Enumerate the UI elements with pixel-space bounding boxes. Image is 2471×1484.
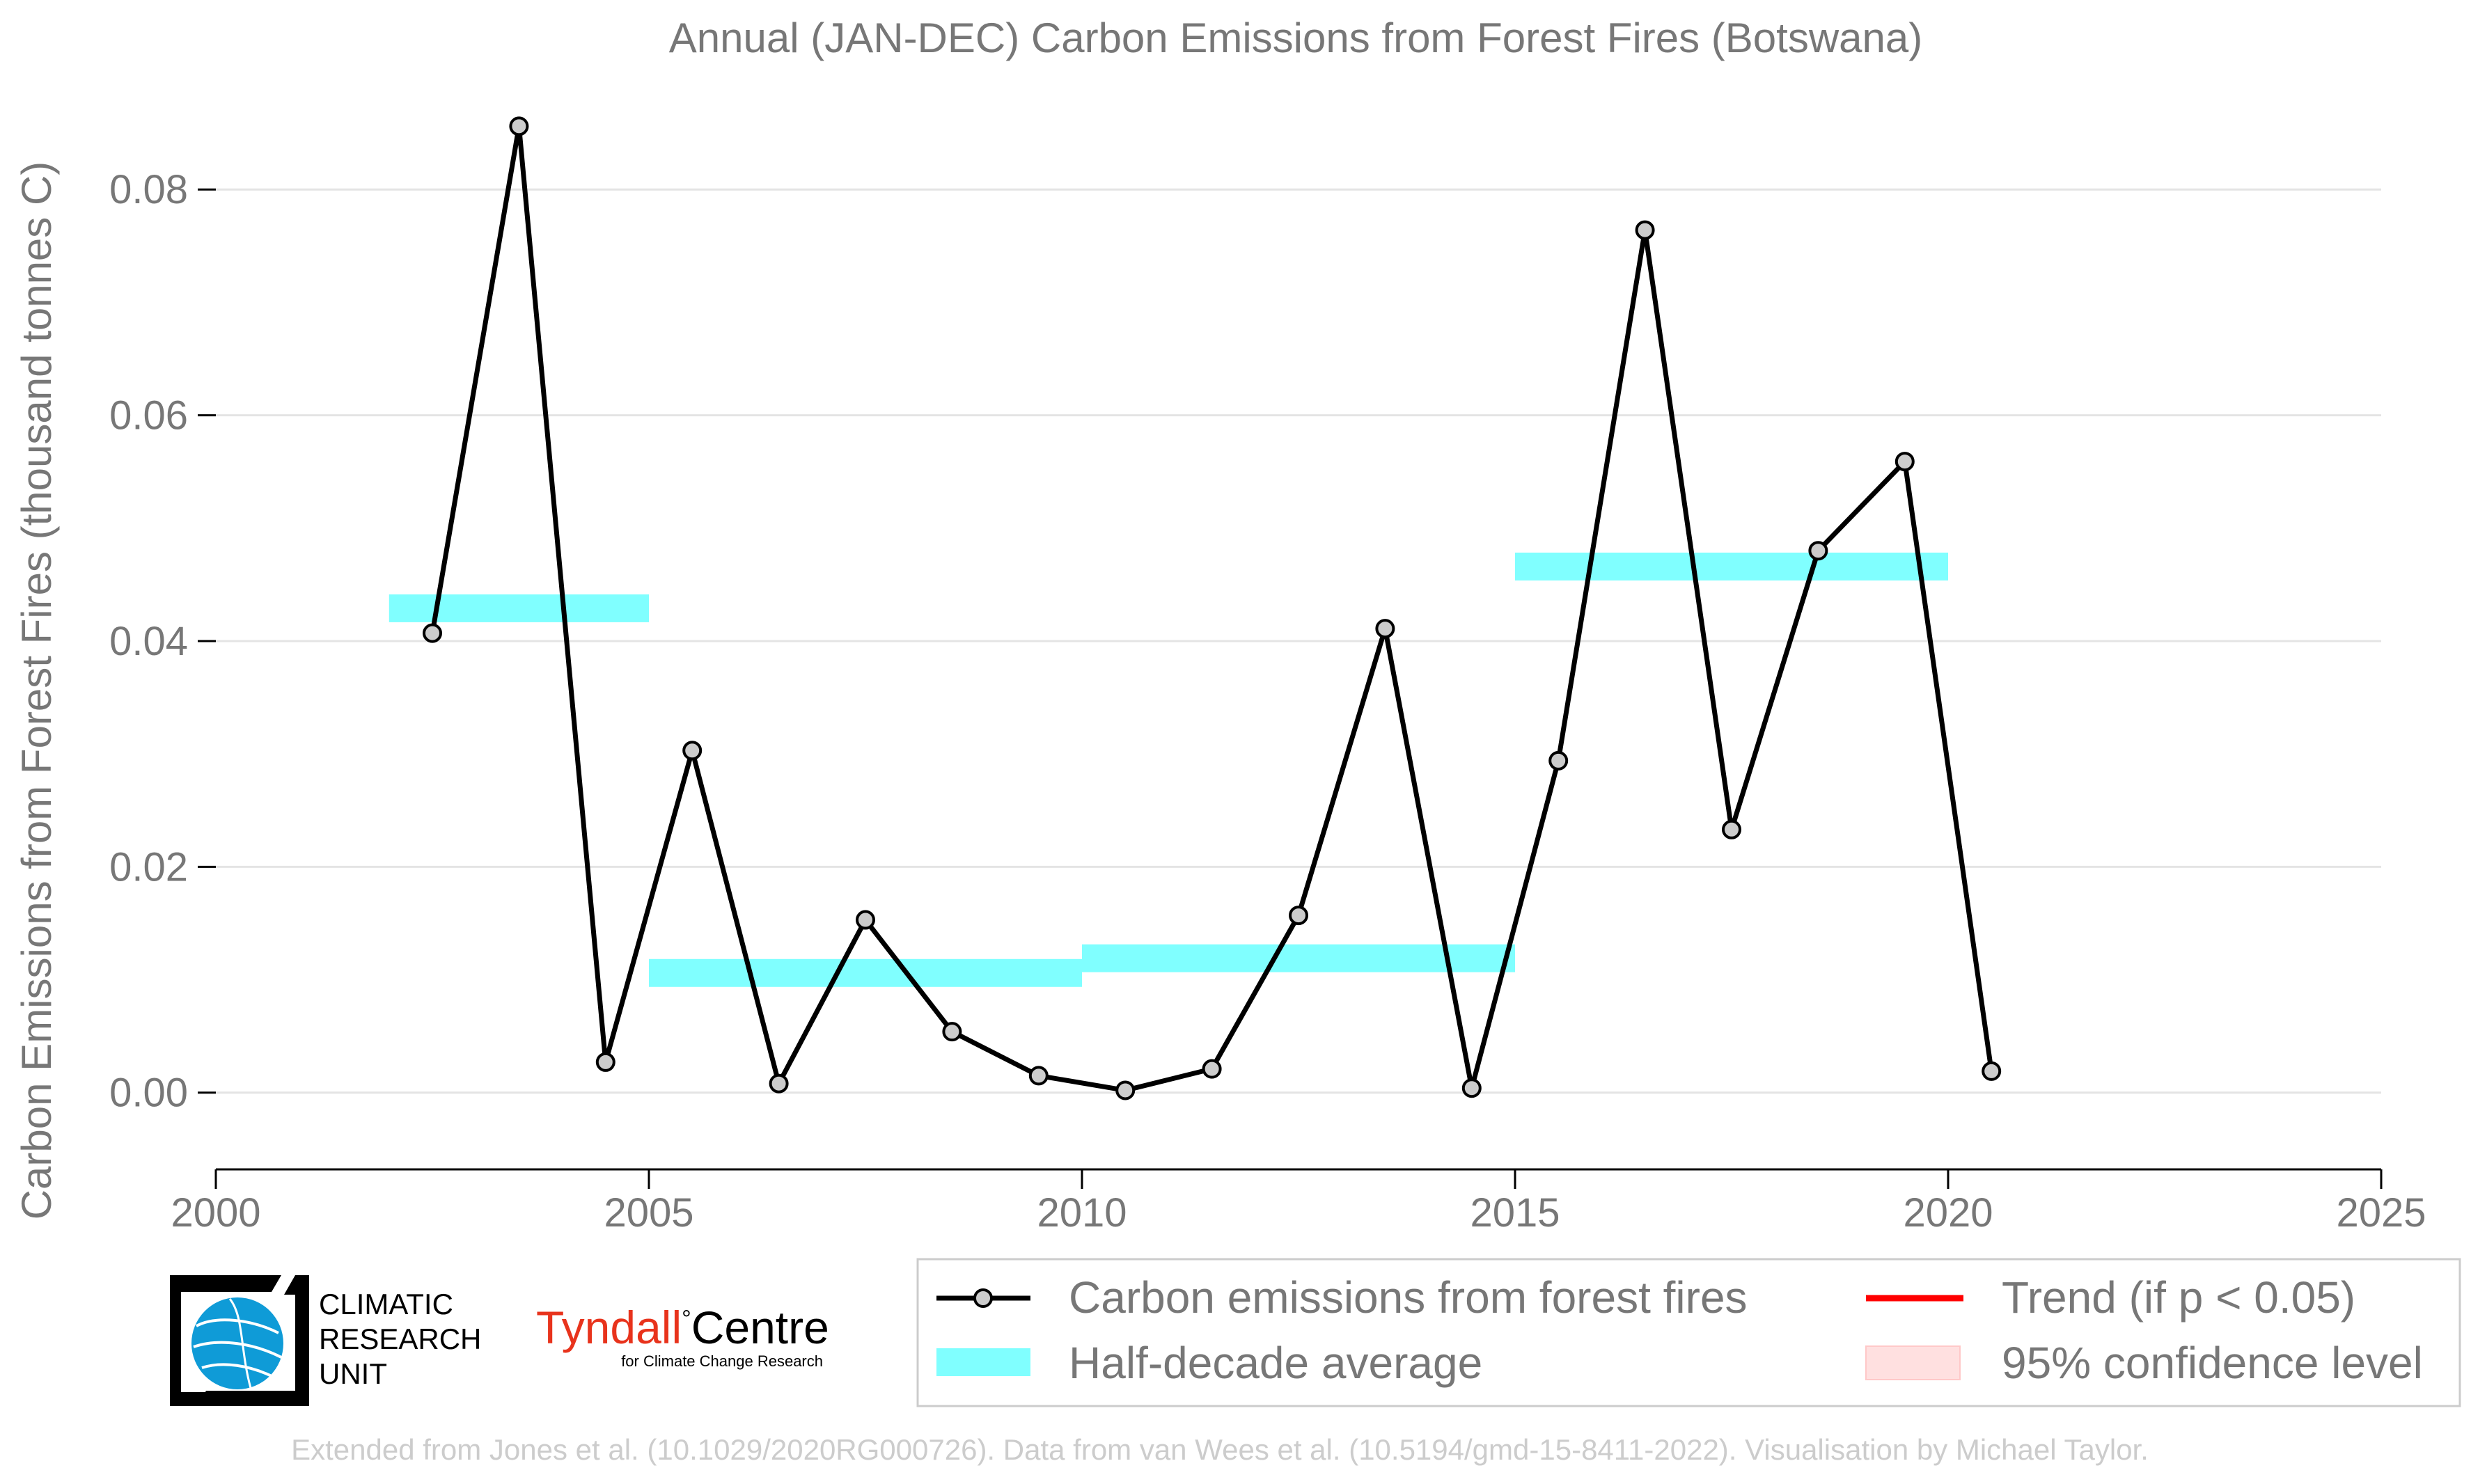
y-tick-label: 0.06	[109, 393, 188, 439]
y-tick-label: 0.04	[109, 619, 188, 664]
svg-text:Tyndall°Centre: Tyndall°Centre	[536, 1302, 829, 1353]
data-point	[1722, 819, 1741, 839]
half-decade-band	[389, 594, 649, 622]
x-axis: 2000 2005 2010 2015 2020 2025	[171, 1168, 2426, 1236]
data-point	[1895, 452, 1915, 472]
x-tick-label: 2000	[171, 1190, 260, 1236]
data-point	[1461, 1078, 1482, 1098]
data-point	[423, 623, 442, 643]
y-axis-label: Carbon Emissions from Forest Fires (thou…	[13, 161, 60, 1220]
legend-band-swatch	[936, 1348, 1030, 1376]
x-tick-label: 2010	[1037, 1190, 1127, 1236]
data-point	[942, 1022, 962, 1042]
half-decade-band	[1082, 944, 1515, 972]
legend-label-trend: Trend (if p < 0.05)	[2002, 1272, 2355, 1323]
legend-confidence-swatch	[1865, 1345, 1961, 1380]
legend-entry-confidence: 95% confidence level	[1865, 1338, 2423, 1388]
data-point	[509, 116, 529, 136]
data-point	[1982, 1061, 2002, 1081]
data-point	[856, 910, 875, 930]
data-point	[1028, 1066, 1049, 1086]
legend: Carbon emissions from forest fires Trend…	[916, 1258, 2461, 1407]
data-point	[1289, 906, 1308, 926]
y-tick-label: 0.08	[109, 167, 188, 212]
legend-label-emissions: Carbon emissions from forest fires	[1069, 1272, 1748, 1323]
data-point	[1808, 541, 1828, 561]
legend-entry-emissions: Carbon emissions from forest fires	[936, 1272, 1748, 1323]
data-point	[1635, 220, 1655, 240]
footer-credits: Extended from Jones et al. (10.1029/2020…	[291, 1433, 2149, 1466]
tyndall-degree: °	[682, 1306, 691, 1332]
data-point	[1115, 1080, 1136, 1100]
legend-entry-half-decade: Half-decade average	[936, 1338, 1482, 1388]
series-group	[423, 116, 2002, 1100]
y-tick-label: 0.00	[109, 1071, 188, 1116]
chart-title: Annual (JAN-DEC) Carbon Emissions from F…	[669, 15, 1923, 61]
x-tick-label: 2015	[1470, 1190, 1560, 1236]
half-decade-band	[649, 958, 1082, 987]
x-tick-label: 2020	[1903, 1190, 1993, 1236]
legend-entry-trend: Trend (if p < 0.05)	[1866, 1272, 2355, 1323]
legend-marker-swatch	[973, 1288, 993, 1308]
legend-label-half-decade: Half-decade average	[1069, 1338, 1482, 1388]
cru-logo: CLIMATIC RESEARCH UNIT	[170, 1275, 481, 1406]
data-point	[1548, 750, 1569, 771]
cru-logo-frame-left	[170, 1275, 281, 1406]
tyndall-name: Tyndall	[536, 1302, 682, 1353]
x-tick-label: 2005	[604, 1190, 693, 1236]
tyndall-logo: Tyndall°Centre for Climate Change Resear…	[536, 1302, 829, 1370]
y-tick-label: 0.02	[109, 844, 188, 890]
x-tick-label: 2025	[2336, 1190, 2426, 1236]
cru-text-line-2: RESEARCH	[319, 1323, 481, 1355]
legend-box	[916, 1258, 2461, 1407]
half-decade-band	[1515, 552, 1948, 581]
data-point	[769, 1073, 789, 1094]
y-tick-labels: 0.00 0.02 0.04 0.06 0.08	[109, 167, 188, 1116]
data-point	[595, 1052, 615, 1072]
grid-lines	[198, 188, 2381, 1094]
legend-label-confidence: 95% confidence level	[2002, 1338, 2423, 1388]
globe-icon	[191, 1297, 283, 1389]
data-point	[1375, 619, 1395, 639]
cru-logo-frame-right	[198, 1275, 309, 1406]
cru-text-line-1: CLIMATIC	[319, 1288, 453, 1320]
half-decade-average-bands	[389, 552, 1948, 987]
data-point	[1202, 1059, 1222, 1079]
cru-text-line-3: UNIT	[319, 1357, 387, 1390]
data-point	[682, 741, 703, 761]
tyndall-subtitle: for Climate Change Research	[621, 1352, 823, 1370]
tyndall-centre: Centre	[691, 1302, 829, 1353]
